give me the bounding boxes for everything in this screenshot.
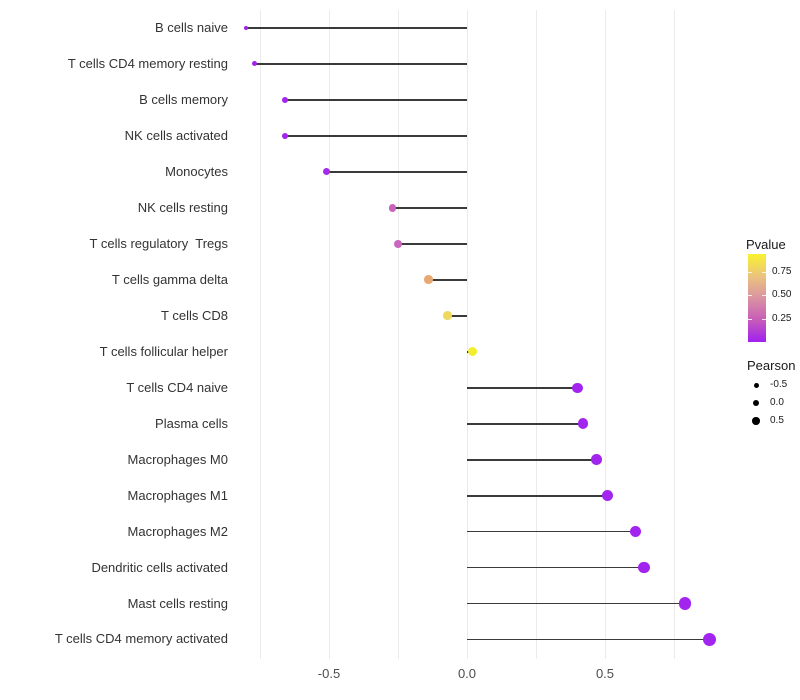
lollipop-dot [424,275,433,285]
lollipop-stem [467,530,636,533]
lollipop-stem [398,242,467,245]
x-gridline [260,10,261,659]
category-label: B cells naive [155,20,228,35]
lollipop-dot [637,561,650,574]
lollipop-dot [322,168,330,176]
lollipop-stem [467,638,710,641]
x-gridline [674,10,675,659]
pvalue-colorbar [748,254,766,342]
category-label: Plasma cells [155,415,228,431]
x-gridline [605,10,606,659]
category-label: T cells CD8 [161,307,228,323]
pvalue-legend-title: Pvalue [746,237,786,252]
category-label: Macrophages M1 [127,487,228,503]
pearson-legend-title: Pearson [747,358,796,373]
lollipop-dot [281,132,289,140]
colorbar-tick-mark [762,294,766,296]
x-gridline [467,10,468,659]
lollipop-stem [467,386,578,389]
lollipop-stem [467,494,608,497]
category-label: T cells CD4 naive [126,379,228,395]
category-label: Macrophages M0 [127,451,228,467]
lollipop-dot [572,382,583,393]
lollipop-stem [467,602,686,605]
pearson-legend-dot [752,417,760,425]
category-label: Macrophages M2 [127,523,228,539]
category-label: NK cells activated [124,127,228,143]
lollipop-dot [629,525,642,538]
lollipop-stem [392,206,467,209]
x-axis-tick-label: 0.5 [595,666,615,681]
category-label: Dendritic cells activated [91,559,228,575]
pearson-legend-dot [753,382,759,388]
colorbar-tick-mark [762,271,766,273]
lollipop-dot [251,61,257,67]
category-label: Monocytes [165,163,228,179]
pearson-legend-label: 0.5 [770,415,784,426]
category-label: T cells gamma delta [111,271,228,287]
colorbar-tick-label: 0.75 [772,265,792,277]
category-label: T cells regulatory Tregs [89,235,228,251]
lollipop-stem [467,422,583,425]
lollipop-dot [467,347,478,357]
category-label: NK cells resting [137,199,228,215]
x-gridline [329,10,330,659]
colorbar-tick-label: 0.50 [772,288,792,300]
pearson-legend-dot [752,399,760,407]
x-axis-tick-label: -0.5 [317,666,341,681]
lollipop-dot [703,632,717,647]
lollipop-stem [428,278,467,281]
pearson-legend-label: 0.0 [770,397,784,408]
category-label: T cells CD4 memory resting [67,55,228,71]
category-label: T cells CD4 memory activated [54,631,228,647]
pearson-legend-label: -0.5 [770,379,788,390]
lollipop-dot [443,311,453,321]
lollipop-stem [447,314,467,317]
lollipop-stem [246,27,467,29]
lollipop-stem [467,458,597,461]
colorbar-tick-mark [748,294,752,296]
category-label: Mast cells resting [127,595,228,611]
lollipop-dot [244,26,249,30]
lollipop-dot [602,490,614,502]
colorbar-tick-label: 0.25 [772,312,792,324]
lollipop-stem [254,63,467,65]
lollipop-dot [394,239,402,248]
category-label: T cells follicular helper [99,343,228,359]
colorbar-tick-mark [762,318,766,320]
x-gridline [536,10,537,659]
lollipop-dot [591,454,603,466]
lollipop-dot [577,418,589,429]
category-label: B cells memory [139,91,228,107]
colorbar-tick-mark [748,318,752,320]
lollipop-stem [326,170,467,173]
x-axis-tick-label: 0.0 [457,666,477,681]
colorbar-tick-mark [748,271,752,273]
lollipop-dot [678,597,692,610]
lollipop-stem [467,566,644,569]
lollipop-stem [284,99,467,101]
lollipop-dot [388,203,397,212]
lollipop-stem [284,135,467,137]
x-gridline [398,10,399,659]
lollipop-dot [281,96,289,104]
